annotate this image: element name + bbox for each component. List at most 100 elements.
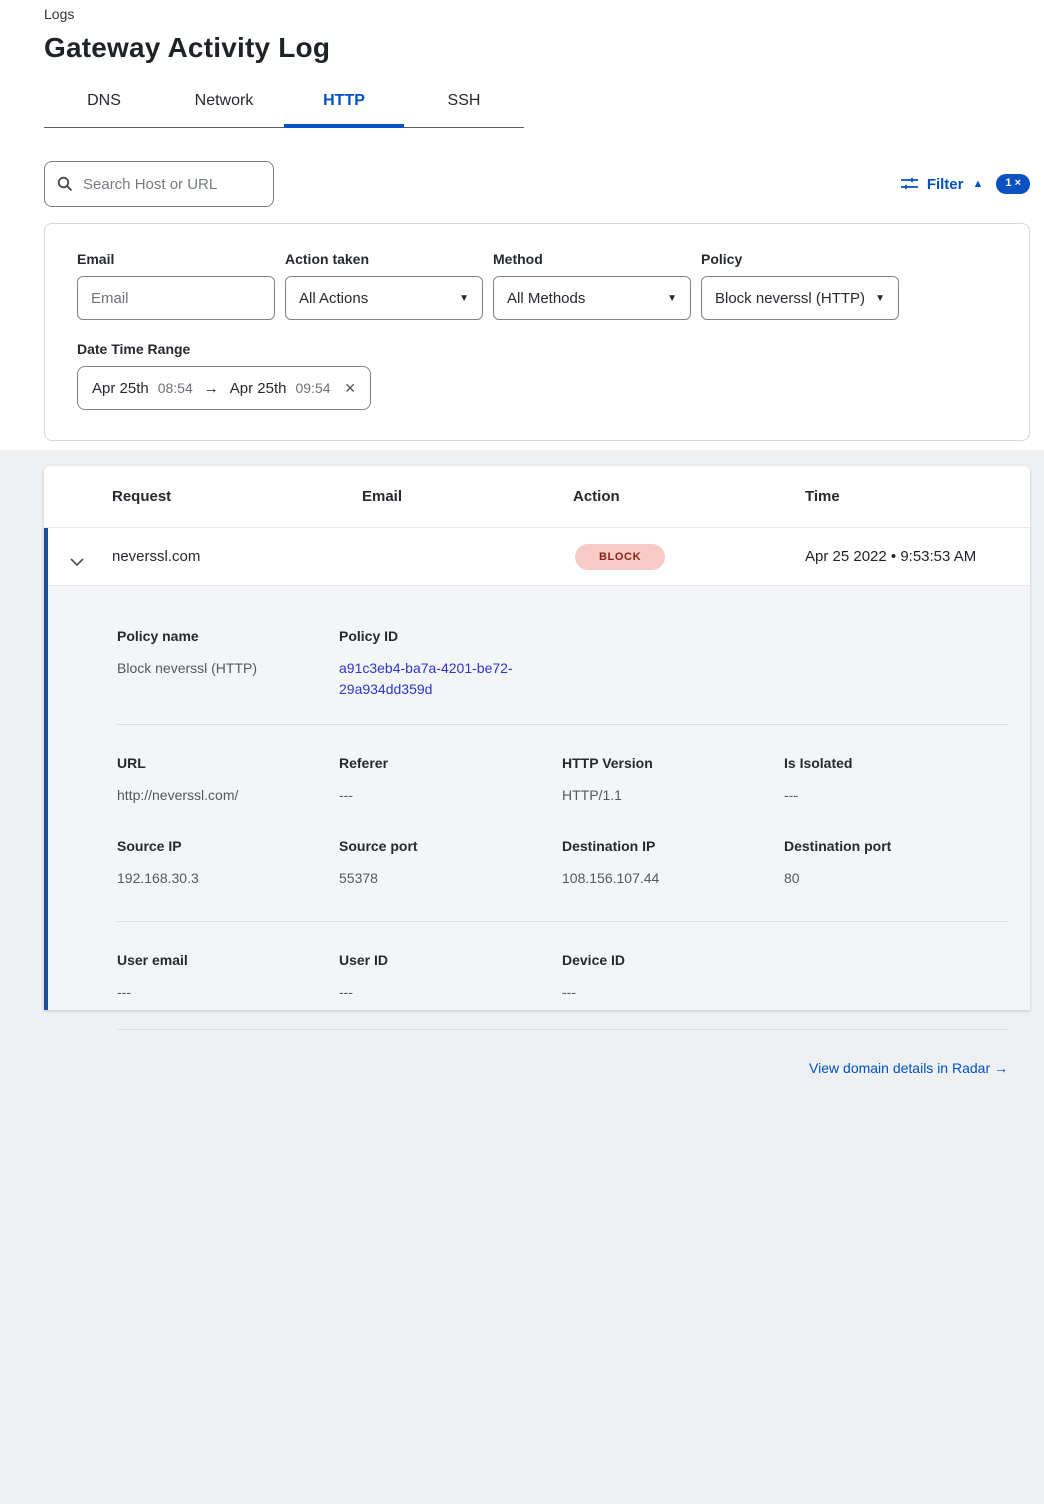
page-title: Gateway Activity Log — [44, 32, 331, 63]
detail-label: Source IP — [117, 838, 182, 854]
detail-is-isolated: Is Isolated --- — [784, 755, 1008, 806]
filter-count-badge[interactable]: 1 × — [996, 174, 1030, 194]
row-details-panel: Policy name Block neverssl (HTTP) Policy… — [48, 586, 1030, 1076]
table-header-row: Request Email Action Time — [44, 466, 1030, 528]
detail-value: 108.156.107.44 — [562, 870, 660, 886]
filter-sliders-icon — [900, 177, 918, 191]
tab-bar: DNS Network HTTP SSH — [44, 80, 524, 128]
page-header: Logs Gateway Activity Log DNS Network HT… — [0, 0, 1044, 441]
detail-label: Device ID — [562, 952, 626, 968]
chevron-down-icon: ▼ — [459, 292, 469, 304]
chevron-down-icon[interactable] — [70, 553, 84, 570]
detail-url: URL http://neverssl.com/ — [117, 755, 339, 806]
action-filter-select[interactable]: All Actions ▼ — [285, 276, 483, 320]
chevron-down-icon: ▼ — [875, 292, 885, 304]
column-header-action: Action — [573, 488, 620, 505]
detail-http-version: HTTP Version HTTP/1.1 — [562, 755, 784, 806]
search-icon — [57, 176, 73, 192]
detail-source-port: Source port 55378 — [339, 838, 562, 889]
policy-filter-value: Block neverssl (HTTP) — [715, 289, 866, 307]
search-input[interactable] — [83, 175, 261, 193]
log-table: Request Email Action Time neverssl.com B… — [44, 466, 1030, 1076]
policy-filter-label: Policy — [701, 251, 743, 267]
detail-label: HTTP Version — [562, 755, 653, 771]
detail-label: Source port — [339, 838, 418, 854]
filter-toggle[interactable]: Filter ▲ 1 × — [900, 174, 1030, 194]
action-filter-field: Action taken All Actions ▼ — [285, 251, 483, 320]
method-filter-value: All Methods — [507, 289, 586, 307]
tab-http[interactable]: HTTP — [284, 80, 404, 128]
email-filter-label: Email — [77, 251, 115, 267]
block-status-badge: BLOCK — [575, 543, 666, 570]
row-request: neverssl.com — [112, 548, 201, 565]
method-filter-select[interactable]: All Methods ▼ — [493, 276, 691, 320]
range-start-time[interactable]: 08:54 — [157, 380, 193, 396]
table-row[interactable]: neverssl.com BLOCK Apr 25 2022 • 9:53:53… — [48, 528, 1030, 586]
detail-value: http://neverssl.com/ — [117, 787, 239, 803]
row-action: BLOCK — [573, 543, 805, 570]
detail-value: --- — [339, 787, 353, 803]
detail-value: HTTP/1.1 — [562, 787, 622, 803]
date-range-picker[interactable]: Apr 25th 08:54 → Apr 25th 09:54 ✕ — [77, 366, 371, 410]
tab-network[interactable]: Network — [194, 92, 254, 109]
clear-date-range-icon[interactable]: ✕ — [344, 379, 356, 396]
policy-filter-select[interactable]: Block neverssl (HTTP) ▼ — [701, 276, 899, 320]
detail-destination-port: Destination port 80 — [784, 838, 1008, 889]
method-filter-field: Method All Methods ▼ — [493, 251, 691, 320]
tab-ssh[interactable]: SSH — [447, 92, 481, 109]
divider — [117, 921, 1008, 922]
chevron-down-icon: ▼ — [667, 292, 677, 304]
date-range-label: Date Time Range — [77, 341, 191, 357]
radar-link-row: View domain details in Radar → — [117, 1060, 1008, 1078]
detail-policy-id: Policy ID a91c3eb4-ba7a-4201-be72-29a934… — [339, 628, 562, 700]
filter-panel: Email Action taken All Actions ▼ Method … — [44, 223, 1030, 441]
toolbar: Filter ▲ 1 × — [44, 161, 1030, 207]
detail-source-ip: Source IP 192.168.30.3 — [117, 838, 339, 889]
detail-referer: Referer --- — [339, 755, 562, 806]
http-section: URL http://neverssl.com/ Referer --- HTT… — [117, 755, 1008, 921]
user-section: User email --- User ID --- Device ID --- — [117, 952, 1008, 1029]
detail-destination-ip: Destination IP 108.156.107.44 — [562, 838, 784, 889]
breadcrumb[interactable]: Logs — [44, 6, 75, 22]
column-header-email: Email — [362, 488, 403, 505]
detail-value: --- — [562, 984, 576, 1000]
detail-label: User ID — [339, 952, 389, 968]
action-filter-value: All Actions — [299, 289, 369, 307]
range-start-date[interactable]: Apr 25th — [92, 379, 149, 397]
detail-label: User email — [117, 952, 188, 968]
detail-value: 80 — [784, 870, 800, 886]
email-filter-field: Email — [77, 251, 275, 320]
detail-label: Policy ID — [339, 628, 399, 644]
range-arrow-icon: → — [203, 379, 219, 397]
detail-user-email: User email --- — [117, 952, 339, 1003]
policy-filter-field: Policy Block neverssl (HTTP) ▼ — [701, 251, 899, 320]
method-filter-label: Method — [493, 251, 543, 267]
detail-label: Destination IP — [562, 838, 656, 854]
action-filter-label: Action taken — [285, 251, 370, 267]
detail-value: --- — [117, 984, 131, 1000]
detail-policy-name: Policy name Block neverssl (HTTP) — [117, 628, 339, 700]
detail-value: 192.168.30.3 — [117, 870, 199, 886]
column-header-time: Time — [805, 488, 840, 505]
detail-label: Destination port — [784, 838, 892, 854]
row-time: Apr 25 2022 • 9:53:53 AM — [805, 548, 977, 565]
email-filter-input[interactable] — [77, 276, 275, 320]
range-end-time[interactable]: 09:54 — [295, 380, 331, 396]
column-header-request: Request — [112, 488, 172, 505]
divider — [117, 1029, 1008, 1030]
collapse-caret-icon: ▲ — [972, 177, 984, 190]
detail-user-id: User ID --- — [339, 952, 562, 1003]
range-end-date[interactable]: Apr 25th — [229, 379, 287, 397]
search-box[interactable] — [44, 161, 274, 207]
log-table-region: Request Email Action Time neverssl.com B… — [0, 450, 1044, 1504]
divider — [117, 724, 1008, 725]
filter-label[interactable]: Filter — [926, 175, 964, 193]
detail-label: Is Isolated — [784, 755, 853, 771]
policy-id-link[interactable]: a91c3eb4-ba7a-4201-be72-29a934dd359d — [339, 660, 513, 697]
detail-label: Referer — [339, 755, 389, 771]
detail-device-id: Device ID --- — [562, 952, 784, 1003]
detail-value: 55378 — [339, 870, 378, 886]
radar-link[interactable]: View domain details in Radar → — [809, 1060, 1008, 1076]
tab-dns[interactable]: DNS — [87, 92, 121, 109]
detail-value: --- — [784, 787, 798, 803]
